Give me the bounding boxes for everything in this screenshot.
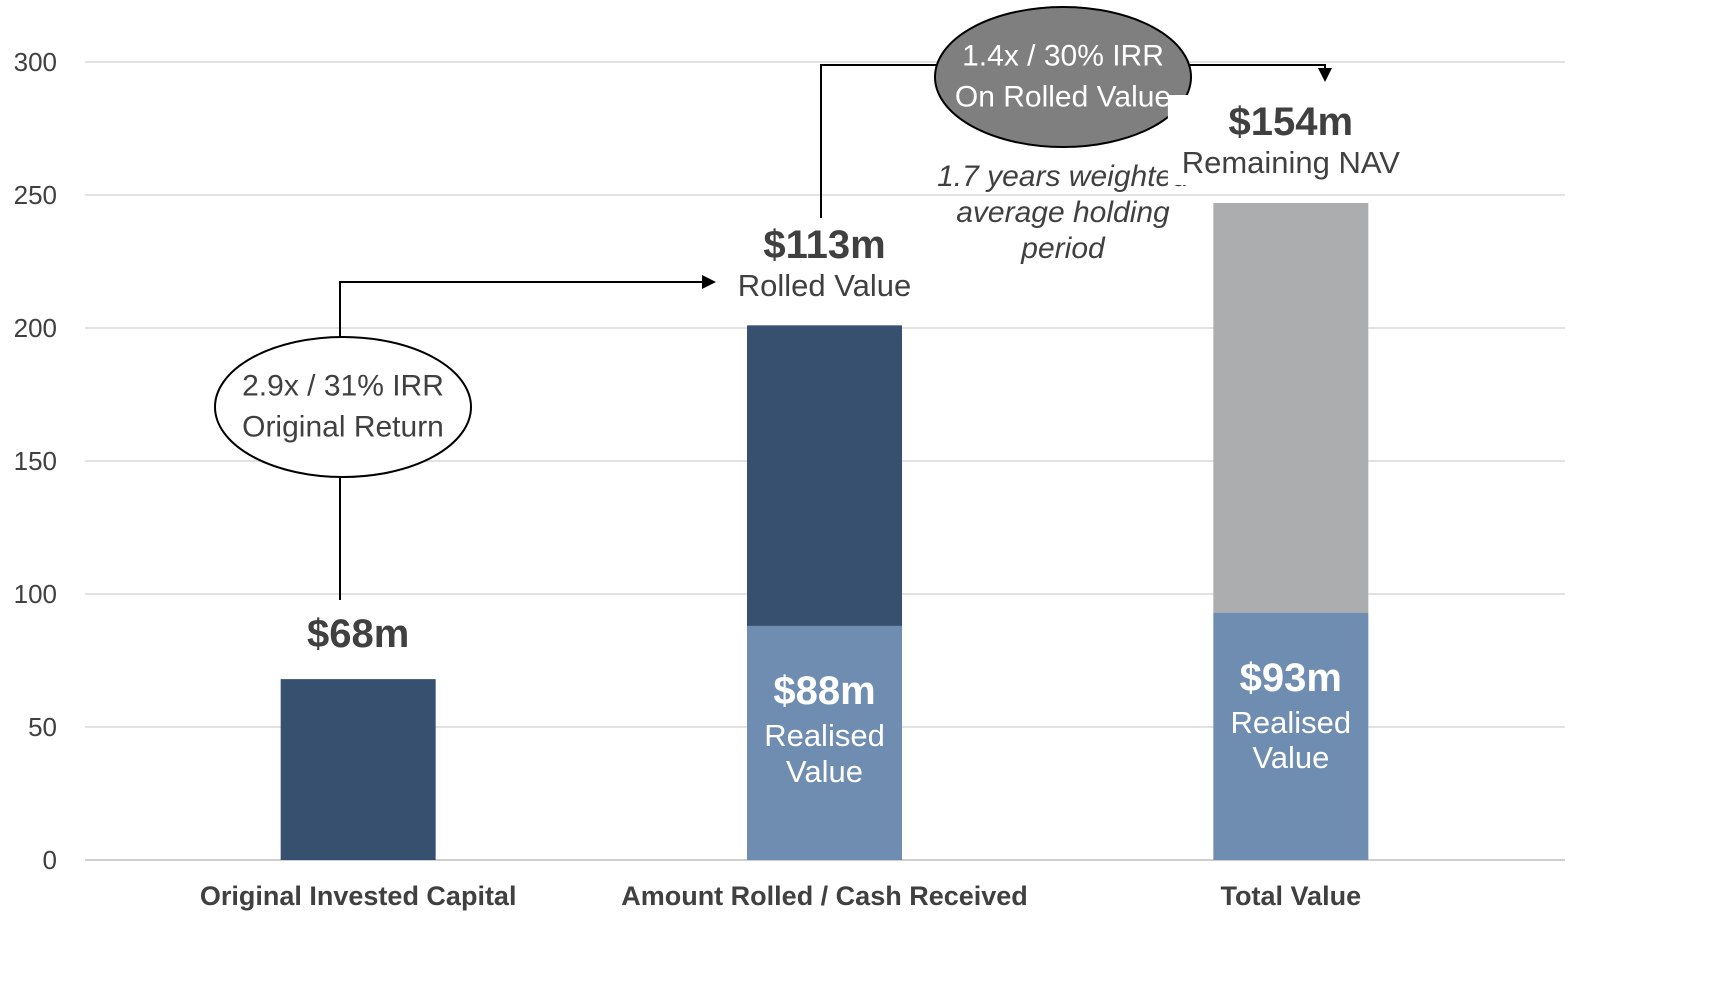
data-label: $93m xyxy=(1239,655,1342,700)
arrow-head xyxy=(1318,68,1332,82)
data-label: $88m xyxy=(773,668,876,713)
connector xyxy=(339,281,704,337)
connector xyxy=(1190,64,1326,70)
annotation: 2.9x / 31% IRR Original Return xyxy=(242,369,444,444)
y-tick-label: 250 xyxy=(14,180,57,210)
annotation-ellipse xyxy=(214,336,472,478)
arrow-head xyxy=(702,275,716,289)
data-label: $68m xyxy=(307,612,410,657)
annotation: 1.4x / 30% IRR On Rolled Value xyxy=(954,39,1172,114)
bar-segment xyxy=(280,679,436,860)
y-tick-label: 200 xyxy=(14,313,57,343)
segment-label: Remaining NAV xyxy=(1181,145,1400,181)
y-tick-label: 300 xyxy=(14,47,57,77)
data-label: $154m xyxy=(1228,100,1354,145)
data-label: $113m xyxy=(763,222,886,267)
bar-segment xyxy=(747,625,902,860)
connector xyxy=(820,64,936,225)
annotation-ellipse xyxy=(934,6,1192,148)
bar-segment xyxy=(1213,202,1369,613)
connectors xyxy=(214,6,1332,600)
x-tick-label: Total Value xyxy=(1221,881,1362,911)
bar-segment xyxy=(1213,612,1369,860)
x-tick-label: Amount Rolled / Cash Received xyxy=(621,881,1028,911)
y-tick-label: 0 xyxy=(43,845,57,875)
segment-label: Realised Value xyxy=(764,717,885,789)
label-box: $113m Rolled Value xyxy=(723,217,926,308)
segment-label: Rolled Value xyxy=(737,267,912,303)
segment-label: Realised Value xyxy=(1230,704,1352,776)
bars xyxy=(280,202,1369,860)
label-box: $154m Remaining NAV xyxy=(1167,95,1414,185)
annotation: 1.7 years weighted average holding perio… xyxy=(937,160,1189,265)
label-box: $68m xyxy=(293,607,424,662)
y-tick-label: 150 xyxy=(14,446,57,476)
x-tick-label: Original Invested Capital xyxy=(200,881,517,911)
y-tick-label: 50 xyxy=(28,712,57,742)
y-tick-label: 100 xyxy=(14,579,57,609)
bar-segment xyxy=(747,325,902,626)
